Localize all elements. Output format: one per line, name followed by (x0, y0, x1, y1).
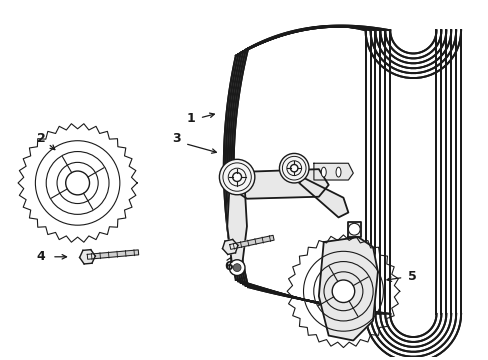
Polygon shape (227, 192, 246, 266)
Ellipse shape (321, 167, 325, 177)
Polygon shape (313, 163, 352, 180)
Polygon shape (299, 178, 347, 217)
Circle shape (347, 223, 360, 235)
Circle shape (82, 251, 93, 262)
Ellipse shape (335, 167, 340, 177)
Circle shape (233, 264, 241, 271)
Text: 1: 1 (186, 112, 195, 125)
Polygon shape (347, 222, 361, 237)
Circle shape (232, 172, 241, 181)
Circle shape (224, 242, 235, 252)
Text: 6: 6 (224, 260, 232, 273)
Circle shape (229, 260, 244, 275)
Polygon shape (87, 250, 139, 259)
Circle shape (65, 171, 89, 195)
Text: 2: 2 (37, 132, 45, 145)
Circle shape (219, 159, 254, 195)
Polygon shape (232, 169, 328, 199)
Polygon shape (318, 237, 377, 341)
Polygon shape (80, 249, 95, 264)
Text: 5: 5 (407, 270, 416, 283)
Text: 3: 3 (171, 132, 180, 145)
Polygon shape (232, 169, 328, 199)
Circle shape (290, 165, 297, 172)
Polygon shape (222, 239, 238, 255)
Circle shape (279, 153, 308, 183)
Circle shape (331, 280, 354, 302)
Polygon shape (229, 235, 273, 249)
Text: 4: 4 (37, 250, 45, 263)
